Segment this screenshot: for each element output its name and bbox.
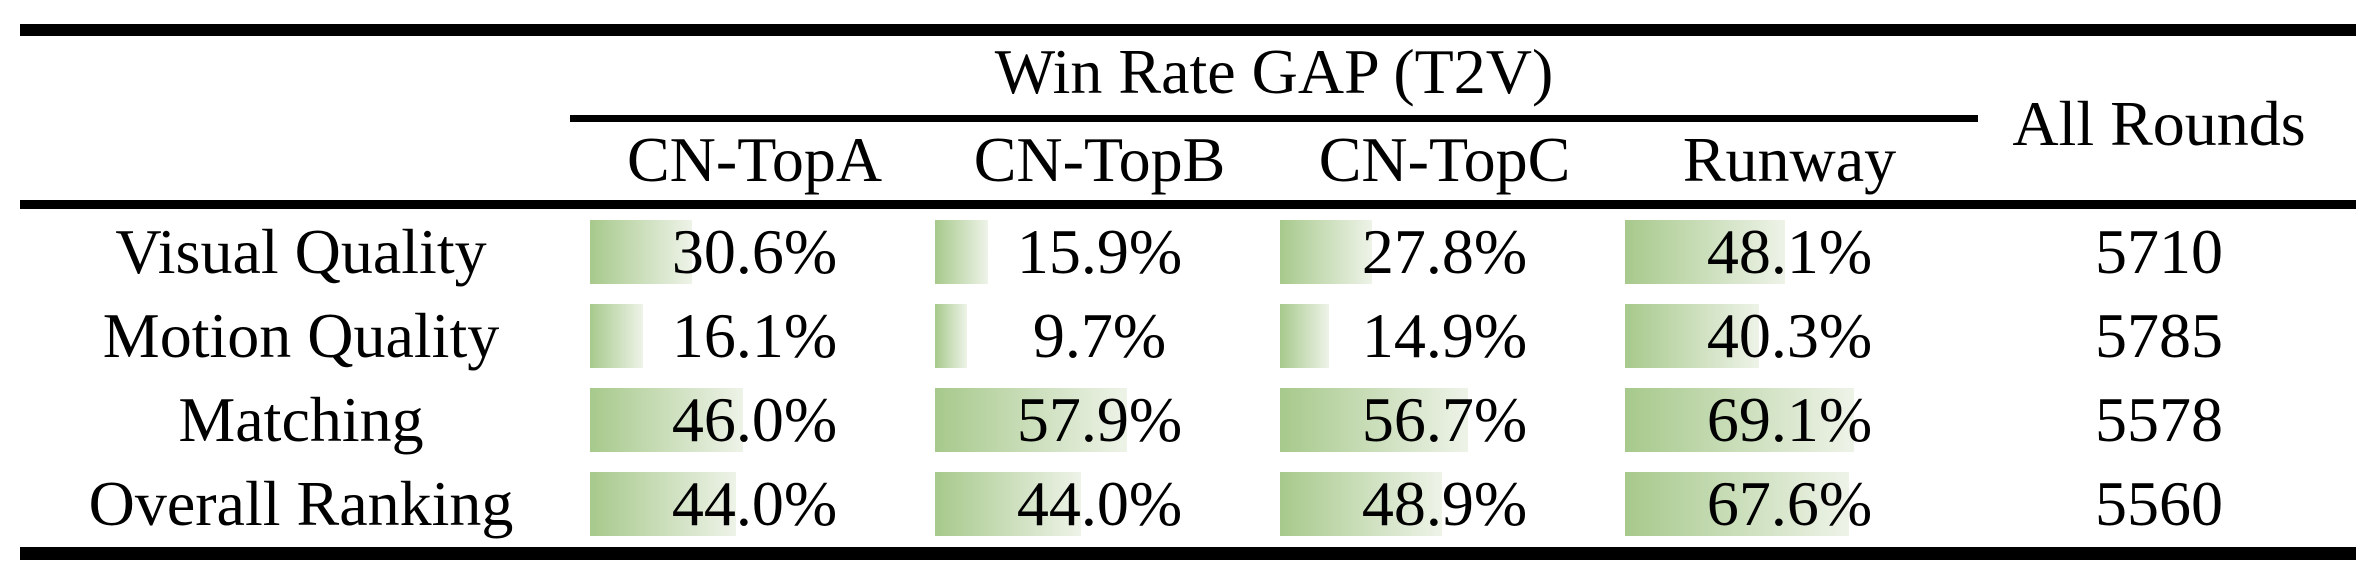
win-rate-value: 15.9% (1016, 216, 1183, 287)
table-row: Motion Quality 16.1% 9.7% 14.9% 40.3% 57… (20, 294, 2356, 378)
win-rate-bar (935, 472, 1082, 536)
win-rate-value: 57.9% (1016, 384, 1183, 455)
row-label: Matching (178, 384, 424, 455)
win-rate-bar (590, 220, 692, 284)
table-row: Matching 46.0% 57.9% 56.7% 69.1% 5578 (20, 378, 2356, 462)
win-rate-value: 67.6% (1706, 468, 1873, 539)
win-rate-bar (1625, 388, 1855, 452)
win-rate-value: 9.7% (1032, 300, 1167, 371)
win-rate-cell: 48.1% (1617, 210, 1962, 294)
win-rate-bar (935, 388, 1128, 452)
win-rate-cell: 27.8% (1272, 210, 1617, 294)
win-rate-value: 46.0% (671, 384, 838, 455)
win-rate-bar (935, 220, 988, 284)
all-rounds-value: 5710 (2095, 216, 2223, 287)
table-body: Visual Quality 30.6% 15.9% 27.8% 48.1% 5… (20, 210, 2356, 546)
win-rate-cell: 67.6% (1617, 462, 1962, 546)
win-rate-value: 44.0% (671, 468, 838, 539)
row-label: Motion Quality (102, 300, 500, 371)
win-rate-value: 40.3% (1706, 300, 1873, 371)
win-rate-value: 27.8% (1361, 216, 1528, 287)
table-row: Overall Ranking 44.0% 44.0% 48.9% 67.6% … (20, 462, 2356, 546)
win-rate-cell: 30.6% (582, 210, 927, 294)
win-rate-bar (590, 472, 737, 536)
win-rate-value: 30.6% (671, 216, 838, 287)
column-header-cn-topc: CN-TopC (1318, 124, 1571, 195)
win-rate-value: 48.9% (1361, 468, 1528, 539)
win-rate-bar (1280, 304, 1330, 368)
win-rate-value: 16.1% (671, 300, 838, 371)
win-rate-value: 14.9% (1361, 300, 1528, 371)
column-headers: CN-TopA CN-TopB CN-TopC Runway (582, 128, 1962, 192)
win-rate-cell: 16.1% (582, 294, 927, 378)
win-rate-cell: 44.0% (582, 462, 927, 546)
win-rate-cell: 57.9% (927, 378, 1272, 462)
win-rate-bar (590, 304, 644, 368)
win-rate-cell: 15.9% (927, 210, 1272, 294)
all-rounds-value: 5560 (2095, 468, 2223, 539)
win-rate-cell: 9.7% (927, 294, 1272, 378)
row-label: Visual Quality (115, 216, 487, 287)
win-rate-cell: 46.0% (582, 378, 927, 462)
group-header-underline (570, 115, 1978, 122)
group-header-title: Win Rate GAP (T2V) (994, 36, 1554, 107)
column-header-cn-topa: CN-TopA (626, 124, 883, 195)
win-rate-value: 44.0% (1016, 468, 1183, 539)
win-rate-cell: 56.7% (1272, 378, 1617, 462)
top-rule (20, 24, 2356, 36)
header-rule (20, 200, 2356, 209)
win-rate-value: 48.1% (1706, 216, 1873, 287)
win-rate-cell: 40.3% (1617, 294, 1962, 378)
win-rate-cell: 69.1% (1617, 378, 1962, 462)
win-rate-bar (1280, 472, 1443, 536)
win-rate-bar (935, 304, 968, 368)
win-rate-cell: 48.9% (1272, 462, 1617, 546)
win-rate-bar (1280, 388, 1469, 452)
column-header-cn-topb: CN-TopB (973, 124, 1226, 195)
win-rate-bar (1280, 220, 1373, 284)
win-rate-cell: 14.9% (1272, 294, 1617, 378)
all-rounds-value: 5785 (2095, 300, 2223, 371)
win-rate-bar (1625, 472, 1850, 536)
win-rate-cell: 44.0% (927, 462, 1272, 546)
win-rate-bar (1625, 220, 1785, 284)
win-rate-value: 69.1% (1706, 384, 1873, 455)
bottom-rule (20, 547, 2356, 560)
row-label: Overall Ranking (88, 468, 514, 539)
all-rounds-value: 5578 (2095, 384, 2223, 455)
win-rate-bar (590, 388, 743, 452)
win-rate-value: 56.7% (1361, 384, 1528, 455)
all-rounds-header: All Rounds (2012, 88, 2306, 159)
win-rate-bar (1625, 304, 1759, 368)
column-header-runway: Runway (1682, 124, 1897, 195)
table-row: Visual Quality 30.6% 15.9% 27.8% 48.1% 5… (20, 210, 2356, 294)
